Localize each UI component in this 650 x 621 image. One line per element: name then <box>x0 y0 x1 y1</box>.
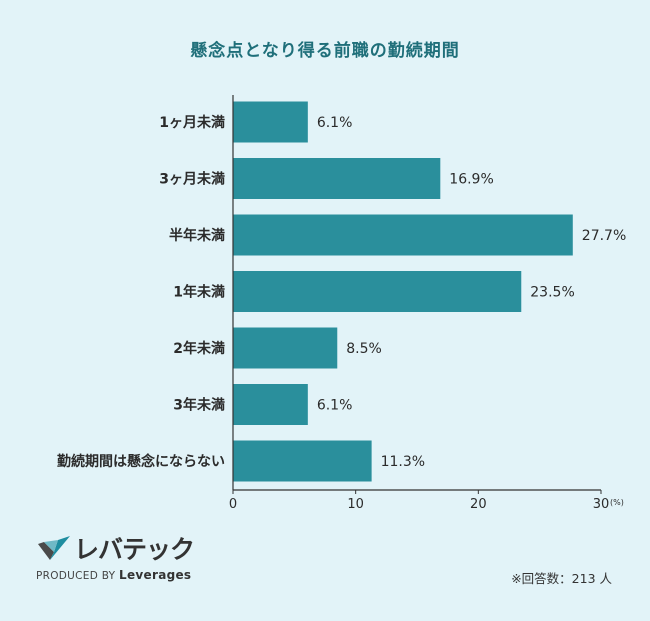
x-tick-label-3: 30 <box>593 497 610 512</box>
bar-5 <box>233 384 308 425</box>
category-label-0: 1ヶ月未満 <box>159 114 225 131</box>
value-label-1: 16.9% <box>449 172 493 188</box>
bar-0 <box>233 101 308 143</box>
x-tick-label-1: 10 <box>347 497 364 512</box>
response-count-note: ※回答数：213 人 <box>511 571 612 586</box>
x-tick-label-2: 20 <box>470 497 487 512</box>
category-label-6: 勤続期間は懸念にならない <box>57 453 225 470</box>
value-label-3: 23.5% <box>530 285 574 301</box>
value-label-6: 11.3% <box>381 454 425 470</box>
bar-3 <box>233 271 522 312</box>
category-label-3: 1年未満 <box>173 284 225 301</box>
category-label-4: 2年未満 <box>173 340 225 357</box>
bar-1 <box>233 158 441 199</box>
category-label-1: 3ヶ月未満 <box>159 171 225 188</box>
bar-6 <box>233 440 372 482</box>
bar-4 <box>233 327 338 369</box>
x-axis-unit-label: (%) <box>610 498 624 507</box>
chart-title: 懸念点となり得る前職の勤続期間 <box>190 41 460 61</box>
logo-produced-by: PRODUCED BY Leverages <box>36 568 191 582</box>
levtech-logo: レバテック PRODUCED BY Leverages <box>36 528 226 588</box>
logo-produced-by-text: PRODUCED BY <box>36 570 116 582</box>
logo-wordmark: レバテック <box>74 535 195 564</box>
category-label-5: 3年未満 <box>173 397 225 414</box>
logo-mark-icon <box>38 536 70 560</box>
x-tick-label-0: 0 <box>229 497 237 512</box>
value-label-5: 6.1% <box>317 398 353 414</box>
value-label-2: 27.7% <box>582 228 626 244</box>
bar-chart: 1ヶ月未満 6.1% 3ヶ月未満 16.9% 半年未満 27.7% 1年未満 23.5% 2年未… <box>57 95 626 512</box>
category-label-2: 半年未満 <box>169 227 225 244</box>
value-label-0: 6.1% <box>317 115 353 131</box>
bar-2 <box>233 214 573 256</box>
logo-brand-text: Leverages <box>119 568 192 582</box>
value-label-4: 8.5% <box>346 341 382 357</box>
